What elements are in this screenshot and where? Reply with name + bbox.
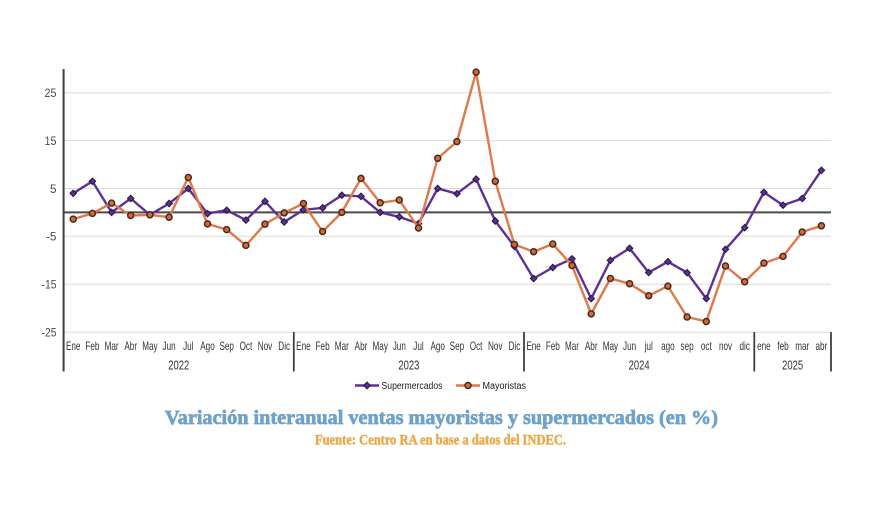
svg-text:Feb: Feb: [85, 339, 99, 353]
svg-text:Abr: Abr: [355, 339, 368, 353]
svg-text:feb: feb: [777, 339, 789, 353]
svg-text:jul: jul: [644, 339, 653, 353]
svg-text:Nov: Nov: [258, 339, 273, 353]
svg-text:Mayoristas: Mayoristas: [483, 381, 527, 392]
svg-text:Sep: Sep: [450, 339, 465, 353]
svg-text:Ene: Ene: [296, 339, 311, 353]
svg-text:2024: 2024: [629, 358, 650, 373]
svg-text:2023: 2023: [398, 358, 419, 373]
svg-text:2022: 2022: [168, 358, 189, 373]
svg-text:Mar: Mar: [335, 339, 349, 353]
svg-text:abr: abr: [816, 339, 828, 353]
svg-text:Ene: Ene: [66, 339, 81, 353]
svg-text:Oct: Oct: [240, 339, 253, 353]
svg-text:5: 5: [50, 182, 57, 196]
svg-text:ago: ago: [661, 339, 675, 353]
svg-text:Jun: Jun: [393, 339, 406, 353]
svg-text:Variación interanual ventas ma: Variación interanual ventas mayoristas y…: [165, 407, 718, 429]
svg-text:ene: ene: [757, 339, 771, 353]
svg-text:Mar: Mar: [105, 339, 119, 353]
svg-text:Fuente: Centro RA en base a da: Fuente: Centro RA en base a datos del IN…: [315, 433, 566, 449]
svg-text:Ago: Ago: [200, 339, 215, 353]
svg-text:Feb: Feb: [316, 339, 330, 353]
svg-text:oct: oct: [701, 339, 712, 353]
svg-text:May: May: [373, 339, 388, 353]
svg-text:-15: -15: [42, 278, 57, 292]
svg-text:dic: dic: [740, 339, 750, 353]
svg-text:Dic: Dic: [509, 339, 521, 353]
svg-text:Ene: Ene: [526, 339, 541, 353]
svg-text:Jul: Jul: [183, 339, 193, 353]
svg-text:Abr: Abr: [124, 339, 137, 353]
svg-text:Jul: Jul: [413, 339, 423, 353]
svg-text:Feb: Feb: [546, 339, 560, 353]
svg-text:Mar: Mar: [565, 339, 579, 353]
svg-text:Jun: Jun: [163, 339, 176, 353]
svg-text:May: May: [603, 339, 618, 353]
svg-text:-25: -25: [42, 325, 57, 339]
svg-text:Jun: Jun: [623, 339, 636, 353]
svg-text:Oct: Oct: [470, 339, 483, 353]
svg-text:sep: sep: [681, 339, 694, 353]
svg-text:Ago: Ago: [430, 339, 445, 353]
svg-text:15: 15: [45, 134, 57, 148]
svg-text:mar: mar: [795, 339, 809, 353]
svg-text:nov: nov: [719, 339, 732, 353]
svg-text:Sep: Sep: [219, 339, 234, 353]
svg-text:25: 25: [45, 86, 57, 100]
svg-text:Dic: Dic: [278, 339, 290, 353]
svg-text:Supermercados: Supermercados: [382, 381, 443, 392]
svg-text:Abr: Abr: [585, 339, 598, 353]
svg-text:2025: 2025: [782, 358, 803, 373]
svg-text:Nov: Nov: [488, 339, 503, 353]
svg-text:May: May: [142, 339, 157, 353]
svg-text:-5: -5: [46, 230, 57, 244]
